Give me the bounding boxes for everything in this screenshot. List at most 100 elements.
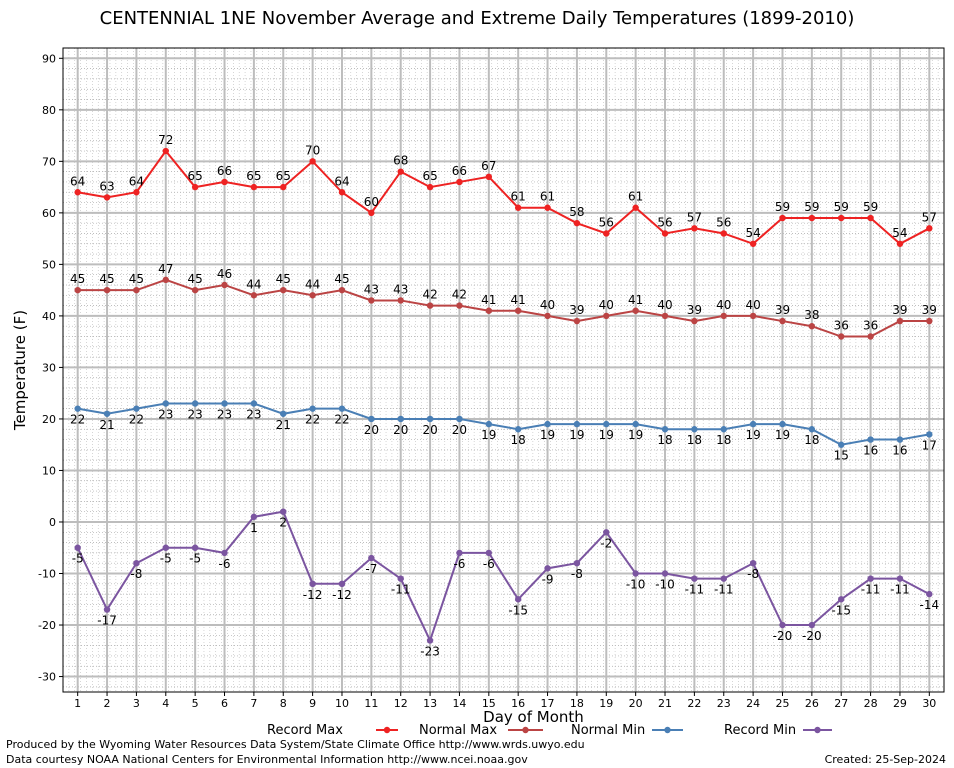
normal-max-point: [603, 312, 610, 320]
legend-marker-record-min: [814, 726, 821, 734]
normal-min-point: [485, 420, 493, 428]
record-max-point: [133, 189, 140, 196]
x-tick-label: 25: [775, 697, 789, 710]
normal-min-point: [779, 420, 786, 428]
record-min-point: [720, 575, 727, 582]
record-max-point: [368, 209, 375, 217]
normal-min-point: [720, 426, 727, 433]
normal-max-point: [397, 297, 404, 304]
normal-min-point: [133, 405, 140, 412]
record-min-data-label: -8: [130, 567, 142, 581]
normal-max-data-label: 38: [804, 308, 819, 322]
x-tick-label: 5: [192, 697, 199, 710]
normal-min-point: [426, 415, 434, 423]
x-tick-label: 29: [893, 697, 907, 710]
normal-min-data-label: 22: [334, 413, 349, 427]
normal-max-point: [838, 333, 845, 340]
normal-max-data-label: 45: [188, 272, 203, 286]
record-max-data-label: 64: [70, 174, 85, 188]
record-min-data-label: -6: [219, 557, 231, 571]
normal-min-point: [338, 405, 346, 412]
record-max-point: [250, 183, 258, 191]
normal-min-point: [661, 426, 669, 433]
normal-max-point: [456, 302, 463, 309]
normal-max-data-label: 42: [422, 288, 437, 302]
record-min-data-label: -2: [600, 536, 612, 550]
normal-min-data-label: 20: [364, 423, 379, 437]
record-min-point: [397, 575, 404, 582]
y-tick-label: 10: [42, 464, 56, 477]
record-max-data-label: 57: [922, 210, 937, 224]
legend-label-normal-max: Normal Max: [419, 723, 497, 738]
record-min-point: [749, 560, 757, 567]
normal-min-data-label: 22: [305, 413, 320, 427]
record-max-data-label: 60: [364, 195, 379, 209]
normal-max-data-label: 41: [511, 293, 526, 307]
record-min-point: [896, 575, 904, 582]
normal-max-data-label: 45: [129, 272, 144, 286]
record-min-data-label: -20: [802, 629, 822, 643]
record-max-data-label: 65: [246, 169, 261, 183]
record-min-point: [779, 621, 786, 629]
x-tick-label: 4: [162, 697, 169, 710]
record-min-data-label: -14: [920, 598, 940, 612]
record-min-point: [926, 590, 933, 598]
normal-max-point: [779, 317, 786, 325]
normal-max-data-label: 42: [452, 288, 467, 302]
record-max-data-label: 65: [276, 169, 291, 183]
record-max-data-label: 59: [775, 200, 790, 214]
x-tick-label: 27: [834, 697, 848, 710]
x-tick-label: 8: [280, 697, 287, 710]
normal-min-point: [397, 415, 404, 423]
normal-max-data-label: 40: [716, 298, 731, 312]
normal-max-data-label: 45: [334, 272, 349, 286]
record-max-point: [896, 240, 904, 247]
x-axis-label: Day of Month: [483, 708, 584, 726]
record-min-line: [76, 510, 930, 644]
record-max-point: [456, 178, 463, 186]
normal-max-point: [691, 317, 698, 325]
normal-max-point: [133, 286, 140, 294]
normal-max-data-label: 45: [70, 272, 85, 286]
record-min-data-label: -17: [97, 614, 117, 628]
y-tick-label: 60: [42, 207, 56, 220]
x-tick-label: 23: [717, 697, 731, 710]
record-max-point: [309, 158, 316, 165]
normal-min-data-label: 19: [599, 428, 614, 442]
record-min-point: [808, 621, 816, 629]
normal-min-data-label: 19: [628, 428, 643, 442]
normal-min-point: [867, 436, 874, 443]
record-max-data-label: 61: [628, 190, 643, 204]
record-min-point: [691, 575, 698, 582]
normal-min-point: [221, 400, 228, 407]
legend-label-record-min: Record Min: [724, 723, 796, 738]
record-max-point: [338, 189, 346, 196]
x-tick-label: 10: [335, 697, 349, 710]
record-min-data-label: -23: [420, 644, 440, 658]
x-tick-label: 22: [687, 697, 701, 710]
y-axis-label: Temperature (F): [11, 310, 29, 431]
record-min-data-label: -11: [890, 583, 910, 597]
legend-label-record-max: Record Max: [267, 723, 343, 738]
record-min-point: [250, 513, 258, 521]
normal-min-data-label: 20: [393, 423, 408, 437]
normal-min-point: [74, 405, 81, 412]
normal-min-data-label: 18: [511, 433, 526, 447]
normal-max-data-label: 39: [892, 303, 907, 317]
normal-max-point: [103, 286, 111, 294]
normal-min-data-label: 18: [687, 433, 702, 447]
normal-max-data-label: 45: [99, 272, 114, 286]
normal-min-point: [368, 415, 375, 423]
record-max-data-label: 56: [657, 215, 672, 229]
record-max-point: [485, 173, 493, 180]
normal-min-data-label: 20: [452, 423, 467, 437]
normal-min-point: [896, 436, 904, 443]
normal-max-data-label: 39: [569, 303, 584, 317]
normal-max-data-label: 40: [599, 298, 614, 312]
record-max-point: [103, 194, 111, 201]
record-min-point: [661, 570, 669, 577]
record-max-point: [661, 230, 669, 237]
normal-max-point: [808, 323, 816, 330]
record-min-point: [485, 549, 493, 557]
record-max-data-label: 56: [599, 215, 614, 229]
